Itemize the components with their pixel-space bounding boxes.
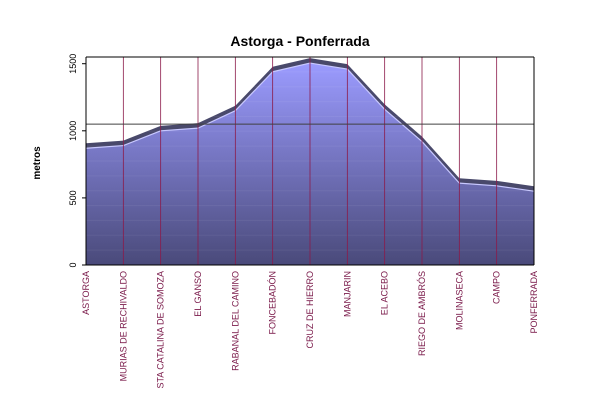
elevation-ridge-highlight <box>160 127 199 132</box>
elevation-ridge-highlight <box>272 62 311 73</box>
x-tick-label: CAMPO <box>492 271 502 304</box>
x-tick-label: FONCEBADÓN <box>268 271 278 335</box>
x-tick-label: MURIAS DE RECHIVALDO <box>118 271 128 381</box>
elevation-ridge-highlight <box>346 68 386 110</box>
elevation-ridge-segment <box>86 140 124 149</box>
elevation-ridge-segment <box>422 136 460 184</box>
x-tick-label: EL ACEBO <box>380 271 390 315</box>
elevation-ridge-segment <box>272 58 310 72</box>
x-tick-label: STA CATALINA DE SOMOZA <box>156 271 166 389</box>
x-tick-label: CRUZ DE HIERRO <box>305 271 315 349</box>
elevation-ridge-highlight <box>85 144 124 149</box>
x-tick-label: MOLINASECA <box>454 271 464 330</box>
elevation-ridge-segment <box>160 123 198 131</box>
x-tick-label: ASTORGA <box>81 271 91 315</box>
x-tick-label: RIEGO DE AMBRÓS <box>417 271 427 356</box>
elevation-ridge-segment <box>198 105 236 129</box>
elevation-ridge-segment <box>459 178 497 186</box>
elevation-ridge-highlight <box>197 110 236 129</box>
x-tick-label: RABANAL DEL CAMINO <box>230 271 240 371</box>
elevation-ridge-highlight <box>384 108 423 142</box>
elevation-ridge-segment <box>123 125 161 146</box>
elevation-ridge-highlight <box>309 62 348 70</box>
elevation-ridge-highlight <box>234 71 274 112</box>
elevation-ridge-highlight <box>496 185 535 192</box>
y-tick-label: 1500 <box>68 54 78 74</box>
elevation-ridge-segment <box>347 64 385 110</box>
elevation-ridge-segment <box>235 66 273 111</box>
x-tick-label: PONFERRADA <box>529 271 539 334</box>
elevation-ridge-segment <box>310 58 348 70</box>
x-tick-label: MANJARIN <box>342 271 352 317</box>
elevation-ridge-segment <box>384 104 422 142</box>
elevation-ridge-segment <box>496 180 534 192</box>
elevation-ridge-highlight <box>459 182 497 187</box>
chart-title: Astorga - Ponferrada <box>230 33 369 49</box>
y-tick-label: 1000 <box>68 121 78 141</box>
elevation-ridge-highlight <box>123 130 161 147</box>
x-tick-label: EL GANSO <box>193 271 203 317</box>
elevation-ridge-highlight <box>421 141 460 184</box>
y-tick-label: 0 <box>68 262 78 267</box>
y-axis-label: metros <box>32 146 43 180</box>
y-tick-label: 500 <box>68 190 78 205</box>
